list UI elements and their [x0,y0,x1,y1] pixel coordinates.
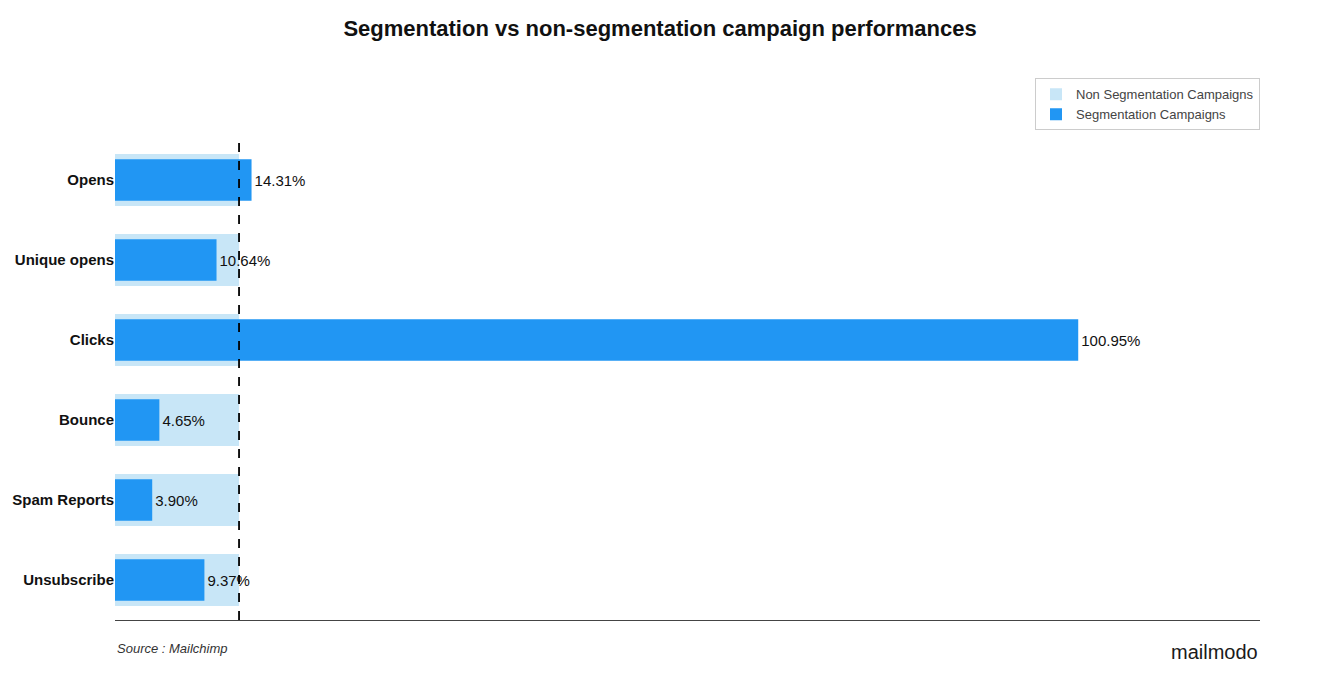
svg-text:Unsubscribe: Unsubscribe [23,571,114,588]
svg-text:Source : Mailchimp: Source : Mailchimp [117,641,228,656]
svg-text:Spam Reports: Spam Reports [12,491,114,508]
svg-text:9.37%: 9.37% [207,572,250,589]
svg-text:Segmentation vs non-segmentati: Segmentation vs non-segmentation campaig… [343,16,976,41]
svg-text:Opens: Opens [67,171,114,188]
svg-text:4.65%: 4.65% [162,412,205,429]
svg-text:mailmodo: mailmodo [1171,641,1258,663]
svg-text:Segmentation Campaigns: Segmentation Campaigns [1076,107,1226,122]
svg-text:100.95%: 100.95% [1081,332,1140,349]
svg-text:3.90%: 3.90% [155,492,198,509]
svg-text:Clicks: Clicks [70,331,114,348]
svg-text:14.31%: 14.31% [255,172,306,189]
svg-text:Bounce: Bounce [59,411,114,428]
svg-text:Unique opens: Unique opens [15,251,114,268]
svg-text:10.64%: 10.64% [220,252,271,269]
svg-text:Non Segmentation Campaigns: Non Segmentation Campaigns [1076,87,1254,102]
